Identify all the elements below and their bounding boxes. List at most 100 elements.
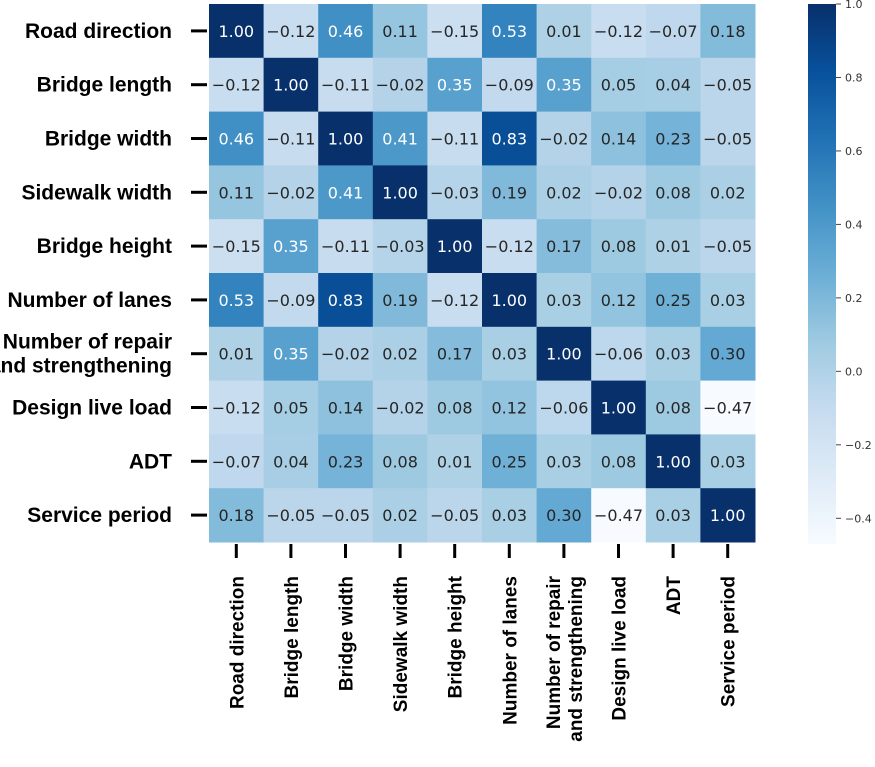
heatmap-cell-value: −0.47 xyxy=(594,506,643,525)
heatmap-cell xyxy=(427,326,483,382)
column-label: Road direction xyxy=(227,576,248,709)
heatmap-cell xyxy=(645,326,701,382)
colorbar-gradient xyxy=(808,4,836,544)
heatmap-cell-value: 0.53 xyxy=(218,291,254,310)
heatmap-cell xyxy=(536,111,592,166)
heatmap-cell-value: 1.00 xyxy=(382,183,418,202)
heatmap-cell xyxy=(482,434,538,489)
heatmap-cell-value: 0.23 xyxy=(328,452,364,471)
heatmap-cell-value: −0.09 xyxy=(266,291,315,310)
heatmap-cell-value: 1.00 xyxy=(710,506,746,525)
heatmap-cell-value: −0.47 xyxy=(703,399,752,418)
heatmap-cell-value: 0.04 xyxy=(273,452,309,471)
heatmap-cell-value: 1.00 xyxy=(273,76,309,95)
heatmap-cell xyxy=(700,434,756,489)
colorbar-tick-label: 0.2 xyxy=(845,292,863,305)
heatmap-cell-value: 0.17 xyxy=(437,345,473,364)
heatmap-cell xyxy=(209,488,265,543)
heatmap-cell xyxy=(427,380,483,435)
column-label: Sidewalk width xyxy=(391,576,412,712)
heatmap-cell-value: 1.00 xyxy=(601,399,637,418)
heatmap-cell-value: −0.05 xyxy=(266,506,315,525)
row-label: Design live load xyxy=(12,397,172,420)
heatmap-cell-value: 0.30 xyxy=(546,506,582,525)
row-label: Road direction xyxy=(25,20,172,43)
heatmap-cell xyxy=(536,273,592,328)
heatmap-cell xyxy=(263,434,319,489)
heatmap-cell xyxy=(318,111,374,166)
heatmap-cell xyxy=(372,219,428,274)
heatmap-cell xyxy=(482,57,538,113)
heatmap-cell xyxy=(482,273,538,328)
heatmap-cell-value: −0.05 xyxy=(430,506,479,525)
heatmap-cell-value: 0.08 xyxy=(382,452,418,471)
heatmap-cell xyxy=(263,219,319,274)
heatmap-cell-value: 0.03 xyxy=(546,452,582,471)
heatmap-cell xyxy=(427,273,483,328)
heatmap-cell xyxy=(536,434,592,489)
heatmap-cell xyxy=(645,273,701,328)
heatmap-cell xyxy=(700,4,756,59)
heatmap-cell-value: 0.35 xyxy=(273,345,309,364)
heatmap-cell-value: −0.11 xyxy=(430,130,479,149)
column-labels: Road direction Bridge length Bridge width S… xyxy=(227,544,740,742)
heatmap-cell xyxy=(209,434,265,489)
heatmap-cell xyxy=(318,326,374,382)
heatmap-cell-value: 0.03 xyxy=(491,345,527,364)
heatmap-cell-value: 0.11 xyxy=(218,183,254,202)
heatmap-cell xyxy=(318,165,374,220)
heatmap-cell-value: −0.05 xyxy=(703,76,752,95)
heatmap-cell xyxy=(591,380,647,435)
heatmap-cells: 1.00 −0.12 0.46 0.11 −0.15 0.53 0.01 −0.12 −0.07… xyxy=(209,4,756,543)
heatmap-cell xyxy=(318,219,374,274)
heatmap-cell xyxy=(645,165,701,220)
heatmap-cell-value: −0.02 xyxy=(266,183,315,202)
heatmap-cell xyxy=(427,219,483,274)
heatmap-cell-value: 0.11 xyxy=(382,22,418,41)
heatmap-cell-value: 0.25 xyxy=(491,452,527,471)
heatmap-cell-value: 0.01 xyxy=(655,237,691,256)
colorbar-tick-label: −0.4 xyxy=(845,512,872,525)
heatmap-cell xyxy=(263,4,319,59)
heatmap-cell-value: 0.04 xyxy=(655,76,691,95)
heatmap-cell-value: −0.11 xyxy=(321,76,370,95)
heatmap-cell xyxy=(318,488,374,543)
colorbar-tick-label: 0.0 xyxy=(845,365,863,378)
heatmap-cell-value: 0.35 xyxy=(437,76,473,95)
colorbar-tick-label: 1.0 xyxy=(845,0,863,11)
heatmap-cell xyxy=(700,380,756,435)
heatmap-cell-value: 0.41 xyxy=(382,130,418,149)
heatmap-cell-value: 0.19 xyxy=(382,291,418,310)
heatmap-cell xyxy=(427,165,483,220)
heatmap-cell-value: 0.25 xyxy=(655,291,691,310)
heatmap-cell xyxy=(482,111,538,166)
heatmap-cell-value: 0.18 xyxy=(218,506,254,525)
heatmap-cell-value: 0.14 xyxy=(328,399,364,418)
heatmap-cell-value: −0.07 xyxy=(212,452,261,471)
heatmap-cell xyxy=(700,111,756,166)
heatmap-cell xyxy=(318,57,374,113)
colorbar-tick-label: 0.6 xyxy=(845,145,863,158)
heatmap-cell xyxy=(263,165,319,220)
heatmap-cell xyxy=(536,4,592,59)
heatmap-cell-value: 0.08 xyxy=(601,237,637,256)
heatmap-cell-value: 0.12 xyxy=(491,399,527,418)
heatmap-cell xyxy=(372,111,428,166)
heatmap-cell-value: 0.08 xyxy=(655,399,691,418)
heatmap-cell-value: 0.08 xyxy=(655,183,691,202)
heatmap-cell-value: 0.23 xyxy=(655,130,691,149)
column-label: Number of repairand strengthening xyxy=(544,575,587,741)
heatmap-cell xyxy=(372,273,428,328)
colorbar-tick-label: −0.2 xyxy=(845,439,872,452)
heatmap-cell-value: 0.83 xyxy=(491,130,527,149)
heatmap-cell-value: −0.07 xyxy=(649,22,698,41)
heatmap-cell xyxy=(263,57,319,113)
heatmap-cell-value: −0.02 xyxy=(321,345,370,364)
row-label: Bridge height xyxy=(37,235,172,258)
heatmap-cell xyxy=(372,4,428,59)
heatmap-cell xyxy=(209,4,265,59)
heatmap-cell-value: 0.08 xyxy=(437,399,473,418)
heatmap-cell-value: −0.11 xyxy=(266,130,315,149)
colorbar-tick-label: 0.8 xyxy=(845,71,863,84)
heatmap-cell xyxy=(536,57,592,113)
